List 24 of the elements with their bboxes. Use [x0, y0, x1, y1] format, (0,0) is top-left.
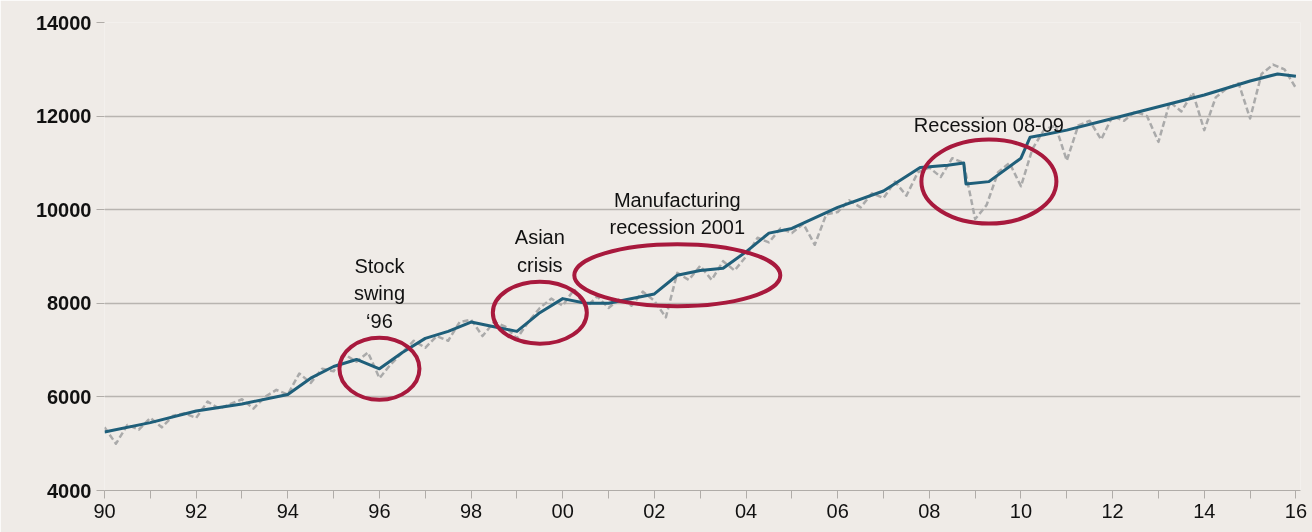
x-tick-label: 96: [368, 499, 391, 522]
x-tick-label: 04: [734, 499, 758, 522]
x-tick-label: 06: [826, 499, 849, 522]
x-tick-label: 02: [643, 499, 666, 522]
y-tick-label: 12000: [35, 105, 92, 128]
annotation: Asian crisis: [514, 226, 565, 276]
x-tick-label: 12: [1101, 499, 1124, 522]
y-tick-label: 4000: [47, 479, 92, 502]
y-tick-label: 14000: [35, 11, 92, 34]
y-tick-label: 10000: [35, 198, 92, 221]
x-tick-label: 08: [918, 499, 941, 522]
x-tick-label: 90: [93, 499, 116, 522]
x-tick-label: 00: [551, 499, 574, 522]
y-tick-label: 8000: [47, 292, 92, 315]
x-tick-label: 94: [276, 499, 299, 522]
x-tick-label: 16: [1284, 499, 1308, 522]
x-tick-label: 92: [185, 499, 208, 522]
x-tick-label: 98: [459, 499, 483, 522]
x-tick-label: 14: [1193, 499, 1216, 522]
annotation: Stock swing ‘96: [353, 254, 406, 332]
x-tick-label: 10: [1009, 499, 1033, 522]
annotation: Manufacturing recession 2001: [609, 188, 746, 239]
y-tick-label: 6000: [47, 385, 92, 408]
annotation: Recession 08-09: [913, 113, 1064, 136]
